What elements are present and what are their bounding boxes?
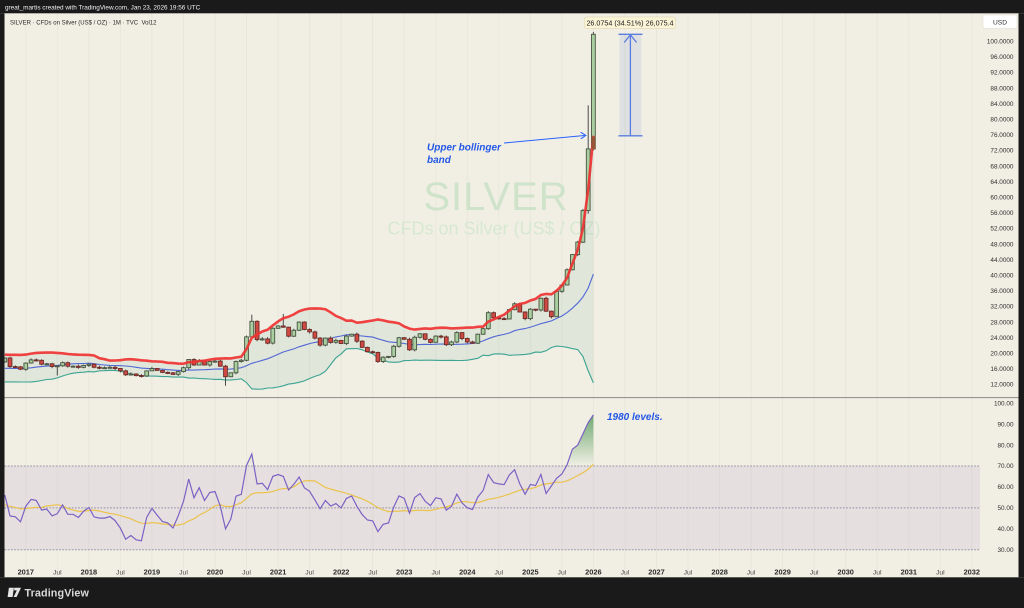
svg-text:72.0000: 72.0000 (990, 148, 1014, 155)
svg-text:CFDs on Silver (US$ / OZ): CFDs on Silver (US$ / OZ) (387, 219, 600, 239)
svg-text:32.0000: 32.0000 (990, 304, 1014, 311)
svg-text:16.0000: 16.0000 (990, 366, 1014, 373)
svg-text:Jul: Jul (558, 570, 567, 577)
svg-text:Jul: Jul (494, 570, 503, 577)
svg-text:20.0000: 20.0000 (990, 351, 1014, 358)
svg-text:SILVER · CFDs on Silver (US$ /: SILVER · CFDs on Silver (US$ / OZ) · 1M … (10, 21, 157, 27)
svg-text:2025: 2025 (522, 568, 538, 577)
svg-text:Upper bollinger: Upper bollinger (427, 143, 502, 154)
svg-text:Jul: Jul (621, 570, 630, 577)
svg-text:Jul: Jul (747, 570, 756, 577)
svg-text:Jul: Jul (116, 570, 125, 577)
svg-text:2019: 2019 (144, 568, 160, 577)
svg-text:Jul: Jul (53, 570, 62, 577)
svg-text:2022: 2022 (333, 568, 349, 577)
svg-text:30.00: 30.00 (998, 547, 1014, 554)
svg-text:88.0000: 88.0000 (990, 85, 1014, 92)
svg-text:Jul: Jul (684, 570, 693, 577)
svg-text:90.00: 90.00 (998, 421, 1014, 428)
svg-text:2020: 2020 (207, 568, 223, 577)
svg-text:36.0000: 36.0000 (990, 288, 1014, 295)
svg-text:64.0000: 64.0000 (990, 179, 1014, 186)
svg-text:great_martis created with Trad: great_martis created with TradingView.co… (5, 5, 201, 12)
svg-text:2028: 2028 (711, 568, 727, 577)
svg-text:12.0000: 12.0000 (990, 382, 1014, 389)
svg-text:2018: 2018 (81, 568, 97, 577)
svg-text:1980 levels.: 1980 levels. (607, 412, 663, 423)
svg-text:2021: 2021 (270, 568, 286, 577)
svg-text:40.00: 40.00 (998, 526, 1014, 533)
svg-text:76.0000: 76.0000 (990, 132, 1014, 139)
svg-text:80.0000: 80.0000 (990, 117, 1014, 124)
svg-text:2017: 2017 (18, 568, 34, 577)
svg-text:2032: 2032 (964, 568, 980, 577)
svg-text:70.00: 70.00 (998, 463, 1014, 470)
svg-text:80.00: 80.00 (998, 442, 1014, 449)
svg-text:2031: 2031 (901, 568, 917, 577)
svg-text:SILVER: SILVER (423, 175, 568, 219)
svg-text:Jul: Jul (368, 570, 377, 577)
svg-text:band: band (427, 155, 452, 166)
svg-text:2023: 2023 (396, 568, 412, 577)
svg-text:68.0000: 68.0000 (990, 163, 1014, 170)
svg-text:2029: 2029 (774, 568, 790, 577)
svg-text:Jul: Jul (810, 570, 819, 577)
svg-text:26.0754 (34.51%) 26,075.4: 26.0754 (34.51%) 26,075.4 (586, 19, 673, 28)
svg-text:2030: 2030 (837, 568, 853, 577)
svg-text:Jul: Jul (305, 570, 314, 577)
svg-text:USD: USD (993, 20, 1007, 27)
svg-text:Jul: Jul (242, 570, 251, 577)
svg-text:96.0000: 96.0000 (990, 54, 1014, 61)
svg-text:50.00: 50.00 (998, 505, 1014, 512)
svg-text:44.0000: 44.0000 (990, 257, 1014, 264)
svg-text:Jul: Jul (873, 570, 882, 577)
svg-text:24.0000: 24.0000 (990, 335, 1014, 342)
svg-text:Jul: Jul (431, 570, 440, 577)
svg-text:60.0000: 60.0000 (990, 195, 1014, 202)
svg-text:100.00: 100.00 (994, 400, 1014, 407)
svg-text:92.0000: 92.0000 (990, 70, 1014, 77)
svg-text:Jul: Jul (936, 570, 945, 577)
svg-text:Jul: Jul (179, 570, 188, 577)
svg-text:28.0000: 28.0000 (990, 319, 1014, 326)
svg-text:TradingView: TradingView (25, 587, 90, 599)
svg-text:60.00: 60.00 (998, 484, 1014, 491)
svg-text:48.0000: 48.0000 (990, 241, 1014, 248)
svg-text:40.0000: 40.0000 (990, 273, 1014, 280)
svg-text:2026: 2026 (585, 568, 601, 577)
svg-text:52.0000: 52.0000 (990, 226, 1014, 233)
svg-text:84.0000: 84.0000 (990, 101, 1014, 108)
svg-text:2024: 2024 (459, 568, 476, 577)
svg-text:100.0000: 100.0000 (987, 39, 1014, 46)
svg-text:2027: 2027 (648, 568, 664, 577)
svg-text:56.0000: 56.0000 (990, 210, 1014, 217)
